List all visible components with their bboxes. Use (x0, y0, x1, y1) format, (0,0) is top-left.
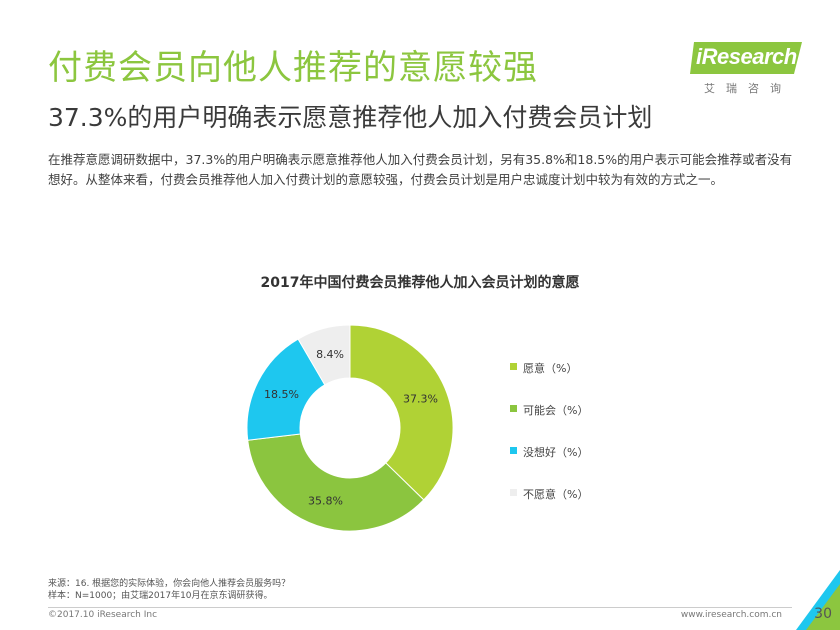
iresearch-logo: iResearch 艾瑞咨询 (690, 42, 802, 98)
legend-label-willing: 愿意（%） (523, 362, 578, 375)
donut-slice-undecided (246, 338, 326, 441)
legend-swatch-unwilling (510, 489, 517, 496)
legend-item-maybe: 可能会（%） (510, 402, 670, 444)
donut-chart: 37.3% 35.8% 18.5% 8.4% (246, 324, 454, 532)
legend-label-maybe: 可能会（%） (523, 404, 589, 417)
legend-item-unwilling: 不愿意（%） (510, 486, 670, 528)
page-subtitle: 37.3%的用户明确表示愿意推荐他人加入付费会员计划 (48, 103, 653, 132)
legend-label-undecided: 没想好（%） (523, 446, 589, 459)
data-label-maybe: 35.8% (308, 494, 343, 507)
source-line-question: 来源：16. 根据您的实际体验，你会向他人推荐会员服务吗？ (48, 579, 291, 589)
corner-decoration (796, 570, 840, 630)
data-label-unwilling: 8.4% (316, 348, 344, 361)
logo-subtext: 艾瑞咨询 (704, 82, 792, 95)
website-link[interactable]: www.iresearch.com.cn (680, 610, 782, 620)
page-title: 付费会员向他人推荐的意愿较强 (48, 48, 538, 88)
logo-mark (690, 42, 802, 74)
chart-legend: 愿意（%） 可能会（%） 没想好（%） 不愿意（%） (510, 360, 670, 528)
data-label-undecided: 18.5% (264, 388, 299, 401)
source-line-sample: 样本：N=1000；由艾瑞2017年10月在京东调研获得。 (48, 591, 273, 601)
legend-swatch-willing (510, 363, 517, 370)
source-note: 来源：16. 根据您的实际体验，你会向他人推荐会员服务吗？ 样本：N=1000；… (48, 578, 290, 602)
logo-text: iResearch (696, 44, 797, 69)
description-paragraph: 在推荐意愿调研数据中，37.3%的用户明确表示愿意推荐他人加入付费会员计划，另有… (48, 152, 793, 187)
donut-slice-willing (349, 324, 454, 501)
legend-item-willing: 愿意（%） (510, 360, 670, 402)
legend-swatch-undecided (510, 447, 517, 454)
legend-label-unwilling: 不愿意（%） (523, 488, 589, 501)
page-number: 30 (814, 606, 832, 622)
chart-title: 2017年中国付费会员推荐他人加入会员计划的意愿 (260, 275, 580, 291)
copyright-text: ©2017.10 iResearch Inc (48, 610, 158, 620)
data-label-willing: 37.3% (403, 392, 438, 405)
footer-divider (48, 607, 792, 608)
donut-slice-maybe (247, 433, 425, 532)
legend-swatch-maybe (510, 405, 517, 412)
legend-item-undecided: 没想好（%） (510, 444, 670, 486)
donut-slice-unwilling (297, 324, 351, 386)
